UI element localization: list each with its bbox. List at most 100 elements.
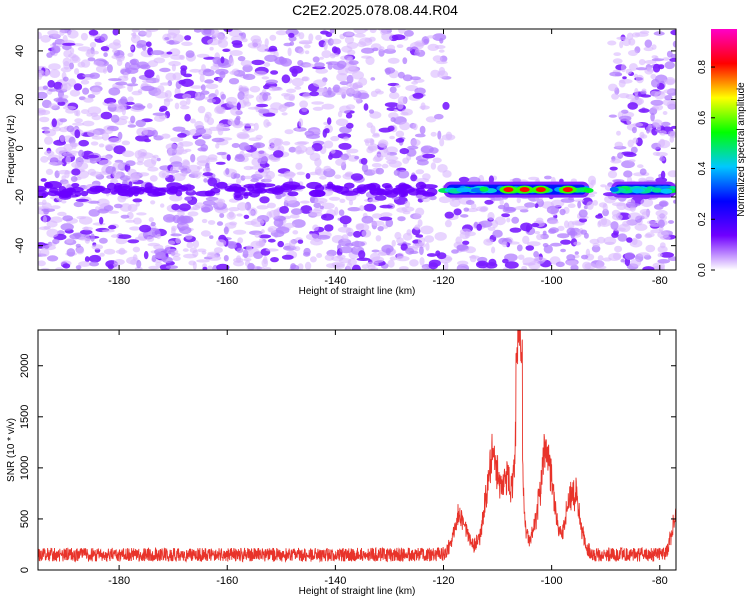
noise-blob: [291, 77, 304, 87]
noise-blob: [669, 57, 676, 62]
noise-blob: [171, 225, 177, 232]
noise-blob: [389, 86, 397, 93]
noise-blob: [262, 92, 268, 101]
noise-blob: [427, 43, 439, 52]
noise-blob: [588, 175, 596, 185]
noise-blob: [396, 237, 404, 244]
noise-blob: [75, 243, 81, 248]
noise-blob: [265, 248, 279, 252]
noise-blob: [49, 69, 61, 78]
noise-blob: [190, 118, 196, 124]
noise-blob: [177, 133, 187, 138]
noise-blob: [357, 92, 370, 100]
noise-blob: [627, 50, 638, 56]
noise-blob: [491, 246, 496, 254]
noise-blob: [363, 203, 377, 212]
noise-blob: [407, 145, 419, 150]
top-x-tick-label: -100: [541, 275, 563, 287]
noise-blob: [219, 71, 226, 79]
noise-blob: [136, 259, 142, 269]
noise-blob: [357, 41, 367, 48]
noise-blob: [216, 221, 224, 226]
noise-blob: [113, 203, 123, 209]
noise-blob: [184, 35, 192, 41]
noise-blob: [304, 63, 315, 68]
noise-blob: [304, 130, 315, 137]
noise-blob: [121, 107, 126, 116]
noise-blob: [329, 29, 335, 34]
noise-blob: [670, 53, 676, 59]
signal-peak: [535, 187, 546, 193]
noise-blob: [130, 45, 135, 51]
noise-blob: [618, 79, 626, 88]
signal-band-core: [609, 187, 619, 192]
noise-blob: [425, 116, 437, 123]
noise-blob: [304, 261, 312, 270]
noise-blob: [371, 163, 382, 168]
noise-blob: [88, 29, 99, 36]
noise-blob: [66, 125, 75, 133]
noise-blob: [311, 101, 324, 105]
top-x-tick-label: -80: [652, 275, 668, 287]
band-blob: [68, 186, 84, 193]
noise-blob: [414, 51, 420, 56]
noise-blob: [110, 234, 120, 238]
noise-blob: [95, 206, 100, 211]
noise-blob: [399, 266, 409, 270]
noise-blob: [117, 234, 132, 240]
noise-blob: [184, 113, 191, 122]
noise-blob: [657, 139, 671, 149]
noise-blob: [432, 157, 442, 164]
band-blob: [224, 185, 235, 192]
noise-blob: [136, 127, 148, 137]
noise-blob: [425, 242, 430, 251]
noise-blob: [654, 90, 666, 100]
noise-blob: [182, 159, 190, 167]
band-blob: [71, 183, 80, 188]
noise-blob: [256, 103, 269, 108]
noise-blob: [592, 242, 600, 248]
noise-blob: [267, 202, 276, 209]
noise-blob: [370, 77, 376, 81]
signal-peak: [503, 187, 514, 193]
signal-band-core: [583, 188, 594, 193]
noise-blob: [42, 85, 49, 90]
band-blob: [400, 191, 409, 198]
noise-blob: [443, 261, 449, 270]
noise-blob: [288, 146, 297, 153]
noise-blob: [106, 64, 113, 73]
noise-blob: [640, 94, 652, 98]
noise-blob: [46, 52, 53, 58]
noise-blob: [560, 239, 572, 245]
noise-blob: [387, 259, 395, 268]
signal-band-core: [479, 186, 489, 192]
noise-blob: [150, 50, 165, 56]
noise-blob: [190, 85, 203, 89]
noise-blob: [38, 108, 47, 116]
noise-blob: [618, 115, 632, 122]
noise-blob: [533, 251, 539, 258]
band-blob: [381, 183, 392, 189]
noise-blob: [651, 58, 665, 62]
noise-blob: [145, 41, 152, 47]
noise-blob: [78, 236, 87, 241]
noise-blob: [637, 252, 650, 257]
noise-blob: [566, 260, 578, 266]
noise-blob: [372, 47, 379, 52]
band-blob: [344, 182, 355, 189]
noise-blob: [391, 239, 396, 247]
top-x-tick-label: -180: [108, 275, 130, 287]
noise-blob: [202, 266, 208, 270]
noise-blob: [123, 71, 129, 79]
noise-blob: [419, 105, 430, 110]
noise-blob: [632, 122, 644, 127]
noise-blob: [124, 101, 135, 105]
noise-blob: [389, 256, 398, 261]
noise-blob: [187, 164, 201, 174]
noise-blob: [225, 167, 230, 175]
noise-blob: [653, 204, 664, 210]
noise-blob: [321, 50, 332, 59]
noise-blob: [108, 78, 122, 82]
noise-blob: [184, 196, 193, 201]
